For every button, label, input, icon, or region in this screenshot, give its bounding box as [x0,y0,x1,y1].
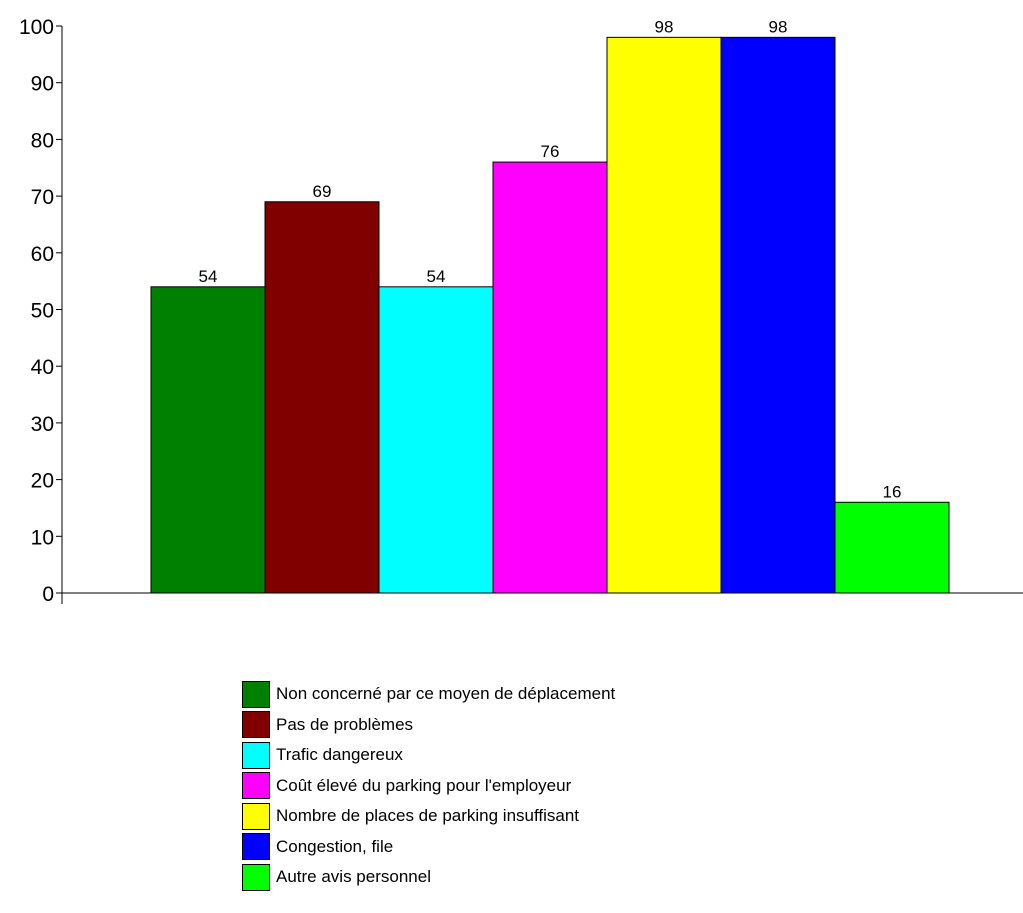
legend-swatch [242,802,270,830]
legend-label: Pas de problèmes [276,714,414,734]
legend-item: Pas de problèmes [242,710,615,741]
y-tick-label: 40 [31,356,54,379]
bar [834,501,950,594]
bar-value-label: 54 [199,267,218,286]
legend-item: Autre avis personnel [242,862,615,893]
y-tick-label: 20 [31,470,54,493]
legend-item: Non concerné par ce moyen de déplacement [242,679,615,710]
bar [378,286,494,594]
legend-item: Trafic dangereux [242,740,615,771]
bar [492,161,608,594]
y-tick-label: 60 [31,243,54,266]
legend-label: Trafic dangereux [276,745,403,765]
legend-swatch [242,711,270,739]
bar-value-label: 69 [313,182,332,201]
bar [720,36,836,594]
bar-value-label: 76 [541,142,560,161]
bar-value-label: 98 [769,17,788,36]
y-axis-ticks: 0 10 20 30 40 50 60 70 80 90 100 [19,16,62,606]
bar-value-label: 16 [883,482,902,501]
legend-label: Autre avis personnel [276,867,431,887]
legend-swatch [242,863,270,891]
y-tick-label: 90 [31,73,54,96]
y-tick-label: 70 [31,186,54,209]
legend-label: Nombre de places de parking insuffisant [276,806,580,826]
legend-swatch [242,833,270,861]
y-tick-label: 50 [31,300,54,323]
bar-chart: 0 10 20 30 40 50 60 70 80 90 100 54 69 54 76 98 98 16 [19,16,1023,606]
data-labels: 54 69 54 76 98 98 16 [199,17,902,501]
legend: Non concerné par ce moyen de déplacement… [242,679,615,893]
legend-item: Congestion, file [242,832,615,863]
bar [606,36,722,594]
bar [264,201,380,594]
legend-label: Congestion, file [276,836,394,856]
y-tick-label: 0 [42,583,54,606]
legend-swatch [242,741,270,769]
y-tick-label: 80 [31,129,54,152]
bar [150,286,266,594]
legend-item: Nombre de places de parking insuffisant [242,801,615,832]
legend-label: Non concerné par ce moyen de déplacement [276,684,616,704]
bars [150,36,950,594]
bar-value-label: 98 [655,17,674,36]
y-tick-label: 100 [19,16,54,39]
y-tick-label: 10 [31,526,54,549]
legend-item: Coût élevé du parking pour l'employeur [242,771,615,802]
legend-swatch [242,772,270,800]
bar-value-label: 54 [427,267,446,286]
legend-label: Coût élevé du parking pour l'employeur [276,775,572,795]
legend-swatch [242,680,270,708]
y-tick-label: 30 [31,413,54,436]
